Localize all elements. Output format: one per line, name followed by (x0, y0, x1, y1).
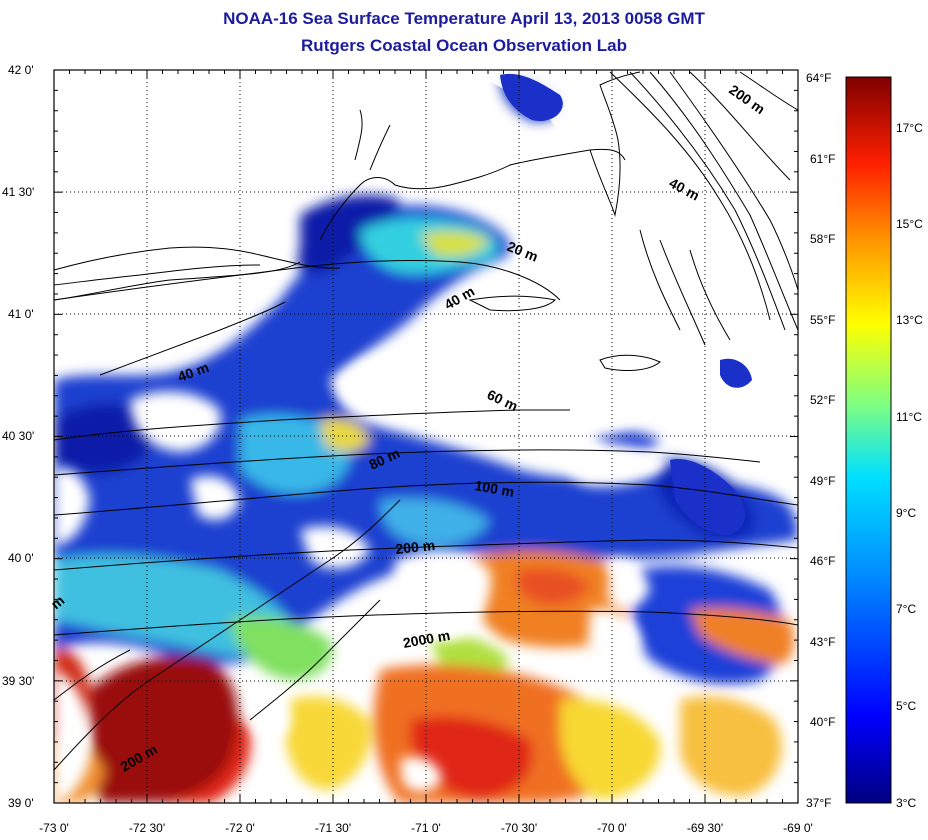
lat-tick-label: 41 30' (2, 185, 34, 199)
sst-field (54, 70, 798, 803)
contour-label: 200 m (395, 537, 436, 557)
lat-tick-label: 39 0' (8, 796, 34, 810)
lat-tick-label: 40 30' (2, 429, 34, 443)
map-title: NOAA-16 Sea Surface Temperature April 13… (223, 9, 705, 28)
celsius-tick-label: 3°C (896, 796, 916, 810)
fahrenheit-tick-label: 40°F (810, 715, 835, 729)
celsius-tick-label: 7°C (896, 602, 916, 616)
lon-tick-label: -71 30' (315, 821, 351, 835)
contour-label: 100 m (473, 477, 515, 500)
lon-tick-label: -73 0' (39, 821, 69, 835)
celsius-scale: 17°C 15°C 13°C 11°C 9°C 7°C 5°C 3°C (896, 121, 923, 810)
fahrenheit-scale: 64°F 61°F 58°F 55°F 52°F 49°F 46°F 43°F … (806, 71, 835, 810)
celsius-tick-label: 13°C (896, 313, 923, 327)
lat-tick-label: 41 0' (8, 307, 34, 321)
map-subtitle: Rutgers Coastal Ocean Observation Lab (301, 36, 627, 55)
lon-tick-label: -72 0' (225, 821, 255, 835)
coastline (54, 71, 798, 771)
fahrenheit-tick-label: 52°F (810, 393, 835, 407)
lon-axis: -73 0' -72 30' -72 0' -71 30' -71 0' -70… (39, 821, 813, 835)
celsius-tick-label: 5°C (896, 699, 916, 713)
lat-axis: 42 0' 41 30' 41 0' 40 30' 40 0' 39 30' 3… (2, 63, 34, 810)
fahrenheit-tick-label: 37°F (806, 796, 831, 810)
lon-tick-label: -69 0' (783, 821, 813, 835)
lat-tick-label: 40 0' (8, 551, 34, 565)
fahrenheit-tick-label: 55°F (810, 313, 835, 327)
lat-tick-label: 39 30' (2, 674, 34, 688)
celsius-tick-label: 17°C (896, 121, 923, 135)
lon-tick-label: -70 30' (501, 821, 537, 835)
celsius-tick-label: 15°C (896, 217, 923, 231)
fahrenheit-tick-label: 61°F (810, 152, 835, 166)
fahrenheit-tick-label: 43°F (810, 635, 835, 649)
celsius-tick-label: 9°C (896, 506, 916, 520)
celsius-tick-label: 11°C (896, 410, 922, 424)
colorbar (845, 76, 892, 804)
fahrenheit-tick-label: 49°F (810, 474, 835, 488)
fahrenheit-tick-label: 46°F (810, 554, 835, 568)
lon-tick-label: -72 30' (129, 821, 165, 835)
fahrenheit-tick-label: 64°F (806, 71, 831, 85)
lon-tick-label: -71 0' (411, 821, 441, 835)
lon-tick-label: -69 30' (687, 821, 723, 835)
frame-ticks (53, 69, 799, 804)
lat-tick-label: 42 0' (8, 63, 34, 77)
fahrenheit-tick-label: 58°F (810, 232, 835, 246)
lon-tick-label: -70 0' (597, 821, 627, 835)
grid-lines (54, 70, 798, 803)
